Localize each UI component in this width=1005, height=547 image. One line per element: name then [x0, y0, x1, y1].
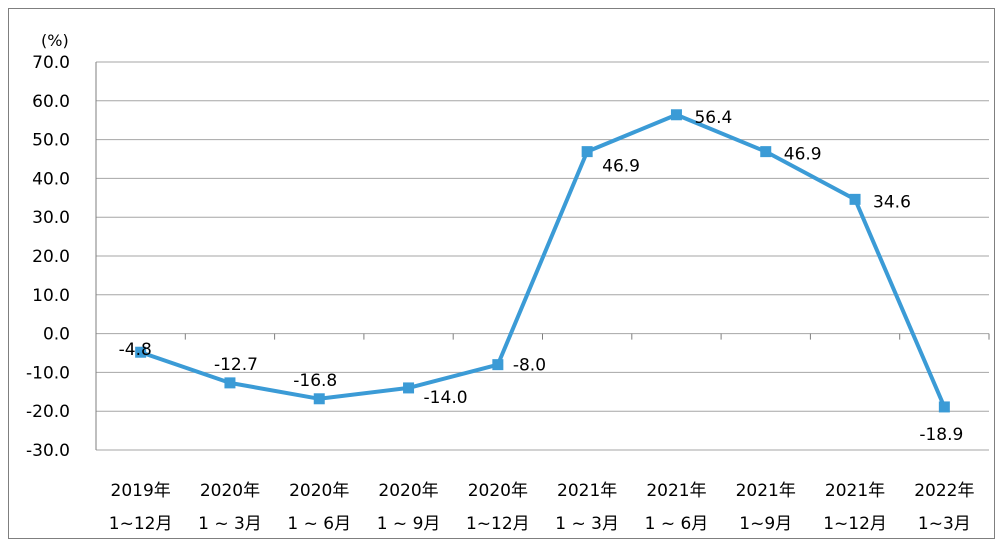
y-tick-label: 0.0	[43, 325, 70, 345]
data-label: -4.8	[119, 340, 152, 360]
y-tick-label: -30.0	[26, 441, 70, 461]
data-label: -18.9	[919, 425, 963, 445]
data-label: -8.0	[513, 356, 546, 376]
chart-frame: (%) 70.0 60.0 50.0 40.0 30.0 20.0 10.0 0.0 -10.0…	[8, 8, 995, 539]
data-point-marker	[581, 146, 593, 158]
x-category-label: 2020年 1 ~ 6月	[287, 481, 351, 534]
data-label: -16.8	[293, 371, 337, 391]
x-category-label-line: 2020年	[468, 481, 528, 501]
series-line	[135, 109, 950, 413]
x-category-label: 2019年 1~12月	[109, 481, 173, 534]
x-category-label-line: 1 ~ 6月	[287, 514, 351, 534]
x-category-label: 2021年 1 ~ 3月	[555, 481, 619, 534]
x-category-label-line: 1 ~ 9月	[377, 514, 441, 534]
y-tick-label: 60.0	[32, 92, 70, 112]
x-category-label: 2022年 1~3月	[914, 481, 974, 534]
data-point-marker	[492, 359, 504, 371]
y-tick-label: 50.0	[32, 131, 70, 151]
data-point-marker	[135, 346, 147, 358]
data-labels: -4.8 -12.7 -16.8 -14.0 -8.0 46.9 56.4 46.9 34.6 -…	[119, 108, 964, 445]
y-tick-label: 70.0	[32, 53, 70, 73]
x-category-label-line: 1~12月	[466, 514, 530, 534]
x-category-label: 2020年 1 ~ 9月	[377, 481, 441, 534]
data-point-marker	[938, 401, 950, 413]
data-point-marker	[849, 193, 861, 205]
data-point-marker	[224, 377, 236, 389]
data-label: 56.4	[694, 108, 732, 128]
x-category-label-line: 1~9月	[739, 514, 792, 534]
y-tick-label: 20.0	[32, 247, 70, 267]
data-label: -14.0	[424, 388, 468, 408]
x-category-label-line: 2019年	[111, 481, 171, 501]
line-chart: (%) 70.0 60.0 50.0 40.0 30.0 20.0 10.0 0.0 -10.0…	[26, 31, 990, 534]
x-category-label-line: 1 ~ 6月	[645, 514, 709, 534]
x-category-label-line: 1~12月	[823, 514, 887, 534]
x-category-label: 2021年 1~12月	[823, 481, 887, 534]
x-category-label-line: 2021年	[736, 481, 796, 501]
data-point-marker	[313, 393, 325, 405]
data-label: 46.9	[602, 157, 640, 177]
x-category-label-line: 2020年	[200, 481, 260, 501]
x-category-label-line: 2021年	[646, 481, 706, 501]
x-category-label: 2021年 1~9月	[736, 481, 796, 534]
data-label: 46.9	[784, 145, 822, 165]
x-category-label-line: 1 ~ 3月	[198, 514, 262, 534]
series-polyline	[140, 112, 947, 408]
x-category-label: 2020年 1~12月	[466, 481, 530, 534]
data-label: -12.7	[214, 355, 258, 375]
data-point-marker	[670, 109, 682, 121]
y-tick-label: -20.0	[26, 402, 70, 422]
x-category-label-line: 1 ~ 3月	[555, 514, 619, 534]
y-tick-label: 10.0	[32, 286, 70, 306]
x-category-label: 2021年 1 ~ 6月	[645, 481, 709, 534]
x-category-label-line: 1~3月	[918, 514, 971, 534]
y-axis-ticks: 70.0 60.0 50.0 40.0 30.0 20.0 10.0 0.0 -10.0 -20.…	[26, 53, 70, 461]
data-point-marker	[403, 382, 415, 394]
y-axis-unit-label: (%)	[41, 31, 69, 50]
x-category-label-line: 2020年	[289, 481, 349, 501]
y-tick-label: 40.0	[32, 169, 70, 189]
y-tick-label: 30.0	[32, 208, 70, 228]
x-category-label-line: 2022年	[914, 481, 974, 501]
x-category-label-line: 2021年	[557, 481, 617, 501]
y-tick-label: -10.0	[26, 363, 70, 383]
x-axis: 2019年 1~12月 2020年 1 ~ 3月 2020年 1 ~ 6月 2020年 1 ~…	[95, 62, 990, 534]
x-category-label-line: 1~12月	[109, 514, 173, 534]
data-label: 34.6	[873, 192, 911, 212]
x-category-label-line: 2020年	[378, 481, 438, 501]
x-category-label: 2020年 1 ~ 3月	[198, 481, 262, 534]
x-category-label-line: 2021年	[825, 481, 885, 501]
data-point-marker	[760, 146, 772, 158]
